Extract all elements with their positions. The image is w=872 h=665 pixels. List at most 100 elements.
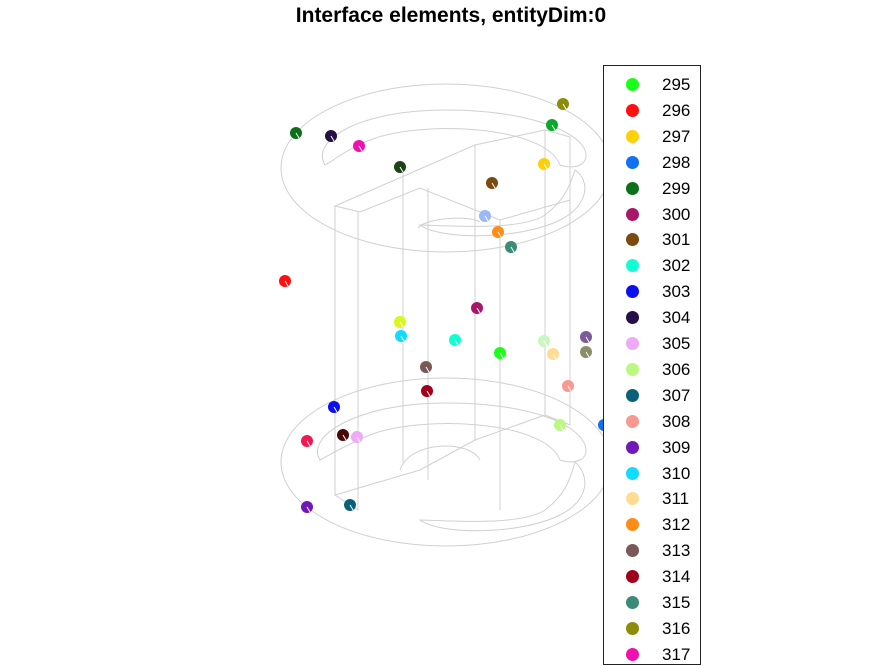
legend-swatch xyxy=(626,207,639,221)
legend-swatch xyxy=(626,259,639,273)
legend-label: 316 xyxy=(662,618,691,638)
legend-swatch xyxy=(626,544,639,558)
marker-tick xyxy=(295,132,300,139)
marker-tick xyxy=(399,166,404,173)
legend-label: 314 xyxy=(662,567,691,587)
legend-entry: 298 xyxy=(604,150,700,176)
legend-swatch xyxy=(626,233,639,247)
legend-label: 306 xyxy=(662,359,691,379)
marker-tick xyxy=(585,336,590,343)
legend-entry: 308 xyxy=(604,409,700,435)
marker-tick xyxy=(543,163,548,170)
marker-tick xyxy=(552,353,557,360)
marker-tick xyxy=(585,351,590,358)
legend-entry: 296 xyxy=(604,98,700,124)
box-left-wall xyxy=(334,206,359,511)
legend-entry: 304 xyxy=(604,305,700,331)
legend-entry: 317 xyxy=(604,642,700,664)
interface-point-markers xyxy=(279,98,610,513)
marker-tick xyxy=(543,340,548,347)
legend-entry: 300 xyxy=(604,202,700,228)
marker-tick xyxy=(356,436,361,443)
legend-swatch xyxy=(626,337,639,350)
legend-swatch xyxy=(626,285,639,299)
legend-label: 300 xyxy=(662,204,691,224)
legend-swatch xyxy=(626,388,639,402)
legend-entry: 312 xyxy=(604,512,700,538)
marker-tick xyxy=(342,434,347,441)
legend-label: 308 xyxy=(662,411,691,431)
legend-label: 295 xyxy=(662,75,691,94)
legend-swatch xyxy=(626,78,639,91)
legend-swatch xyxy=(626,311,639,325)
marker-tick xyxy=(333,406,338,413)
legend-label: 296 xyxy=(662,100,691,120)
marker-tick xyxy=(559,424,564,431)
legend-label: 298 xyxy=(662,152,691,172)
wireframe-geometry xyxy=(280,83,612,547)
legend-entry: 311 xyxy=(604,486,700,512)
marker-tick xyxy=(358,145,363,152)
legend-label: 299 xyxy=(662,178,691,198)
legend-label: 301 xyxy=(662,230,691,250)
legend-label: 297 xyxy=(662,126,691,146)
legend-label: 309 xyxy=(662,437,691,457)
plot-title: Interface elements, entityDim:0 xyxy=(295,4,607,27)
legend-entry: 315 xyxy=(604,590,700,616)
bottom-inner-swirl xyxy=(317,402,587,463)
legend-label: 315 xyxy=(662,593,691,612)
legend-swatch xyxy=(626,103,639,117)
legend-swatch xyxy=(626,596,639,609)
legend-swatch xyxy=(626,155,639,169)
legend-swatch xyxy=(626,621,639,635)
legend-entry: 310 xyxy=(604,461,700,487)
box-inner-edge xyxy=(427,145,501,510)
legend-entry: 307 xyxy=(604,383,700,409)
marker-tick xyxy=(499,352,504,359)
legend-label: 310 xyxy=(662,463,691,483)
legend-label: 307 xyxy=(662,385,691,405)
marker-tick xyxy=(510,246,515,253)
marker-tick xyxy=(306,440,311,447)
marker-tick xyxy=(551,124,556,131)
legend-entry: 306 xyxy=(604,357,700,383)
legend-swatch xyxy=(626,647,639,661)
legend-entry: 299 xyxy=(604,176,700,202)
legend-entry: 302 xyxy=(604,253,700,279)
bottom-hub xyxy=(399,445,481,471)
legend-label: 302 xyxy=(662,256,691,276)
legend-swatch xyxy=(626,181,639,195)
legend: 295 296 297 298 299 300 301 302 303 304 305 306 307 3… xyxy=(603,65,701,665)
marker-tick xyxy=(306,506,311,513)
box-bottom-face xyxy=(334,414,546,496)
marker-tick xyxy=(330,135,335,142)
legend-label: 313 xyxy=(662,541,691,561)
bottom-inner-curve xyxy=(418,461,586,532)
marker-tick xyxy=(284,280,289,287)
legend-swatch xyxy=(626,440,639,454)
marker-tick xyxy=(454,339,459,346)
legend-label: 304 xyxy=(662,308,691,328)
legend-swatch xyxy=(626,570,639,584)
legend-entry: 309 xyxy=(604,435,700,461)
legend-entry: 314 xyxy=(604,564,700,590)
legend-entry: 295 xyxy=(604,72,700,98)
marker-tick xyxy=(400,335,405,342)
legend-swatch xyxy=(626,362,639,376)
marker-tick xyxy=(567,385,572,392)
marker-tick xyxy=(497,231,502,238)
marker-tick xyxy=(484,215,489,222)
legend-swatch xyxy=(626,518,639,532)
marker-tick xyxy=(399,321,404,328)
marker-tick xyxy=(562,103,567,110)
legend-label: 312 xyxy=(662,515,691,535)
legend-label: 317 xyxy=(662,644,691,664)
legend-entry: 316 xyxy=(604,616,700,642)
legend-swatch xyxy=(626,466,639,480)
marker-tick xyxy=(425,366,430,373)
top-hub xyxy=(417,217,481,229)
legend-entry: 305 xyxy=(604,331,700,357)
legend-entry: 297 xyxy=(604,124,700,150)
legend-entry: 301 xyxy=(604,227,700,253)
